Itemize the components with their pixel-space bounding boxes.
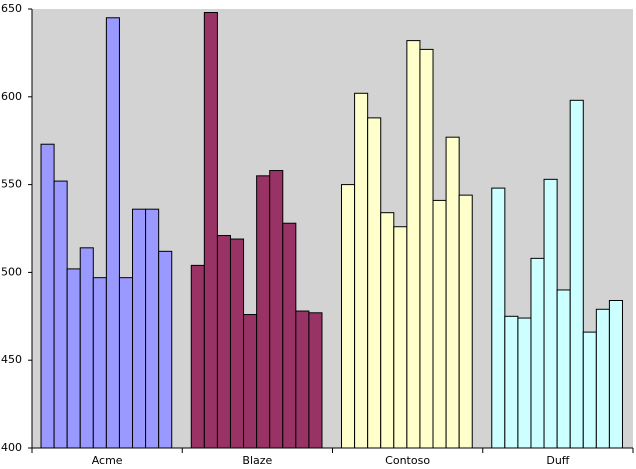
bar	[582, 331, 597, 449]
bar	[458, 194, 473, 449]
bar	[543, 178, 558, 449]
bar	[145, 208, 160, 449]
bar	[556, 289, 571, 449]
bar	[158, 250, 173, 449]
bar	[491, 187, 506, 449]
bar	[229, 238, 245, 449]
y-tick-label: 650	[1, 2, 22, 15]
x-tick-label: Acme	[92, 454, 123, 467]
bar	[269, 170, 284, 449]
bar	[341, 184, 356, 449]
bar	[432, 199, 447, 449]
bar	[118, 277, 134, 449]
x-tick-label: Duff	[546, 454, 569, 467]
bar	[504, 315, 519, 449]
bar	[282, 222, 297, 449]
bar	[569, 99, 584, 449]
y-tick-label: 550	[1, 178, 22, 191]
bar	[595, 308, 610, 449]
x-tick-label: Contoso	[385, 454, 430, 467]
bar	[203, 12, 218, 449]
bar	[419, 48, 434, 449]
bar	[105, 17, 120, 449]
bar	[256, 175, 271, 449]
bar	[354, 92, 369, 449]
bar	[66, 268, 81, 449]
bar	[190, 264, 205, 449]
y-tick-label: 400	[1, 441, 22, 454]
bar	[243, 314, 258, 449]
bar	[92, 277, 107, 449]
y-tick-label: 600	[1, 90, 22, 103]
bar	[295, 310, 310, 449]
bar	[367, 117, 382, 449]
y-tick-label: 450	[1, 353, 22, 366]
bar	[132, 208, 147, 449]
bar	[308, 312, 323, 449]
bar	[53, 180, 68, 449]
bar	[40, 143, 55, 449]
bar	[380, 212, 395, 449]
bar	[530, 257, 545, 449]
bar	[608, 299, 623, 449]
bar	[216, 235, 231, 449]
bar	[79, 247, 94, 449]
bar	[445, 136, 460, 449]
bar	[406, 40, 421, 449]
y-tick-label: 500	[1, 265, 22, 278]
x-tick-label: Blaze	[242, 454, 272, 467]
bar	[517, 317, 532, 449]
bar	[393, 226, 408, 449]
